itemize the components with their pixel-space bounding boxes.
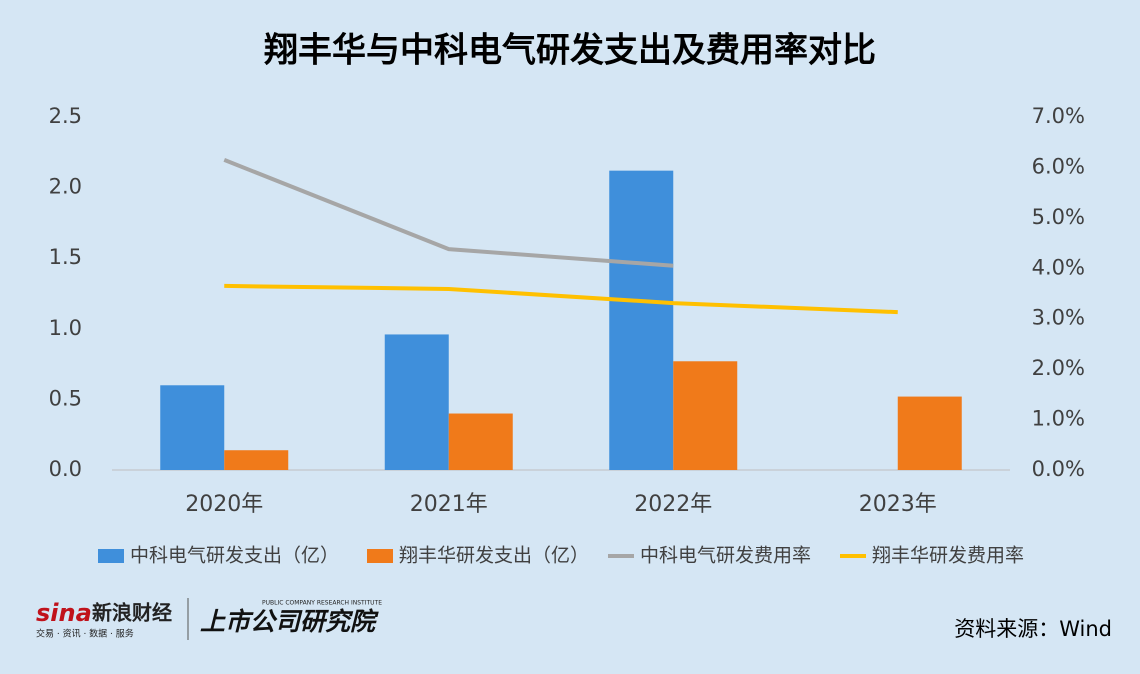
source: 资料来源：Wind: [954, 617, 1112, 641]
legend-swatch: [98, 549, 124, 563]
legend-label: 翔丰华研发支出（亿）: [399, 545, 589, 567]
y-tick-label: 1.0%: [1032, 407, 1085, 431]
y-tick-label: 0.5: [49, 386, 82, 410]
brand-sina-name: 新浪财经: [92, 601, 172, 625]
y-tick-label: 2.0%: [1032, 356, 1085, 380]
y-tick-label: 2.0: [49, 175, 82, 199]
y-tick-label: 3.0%: [1032, 306, 1085, 330]
y-tick-label: 5.0%: [1032, 205, 1085, 229]
x-tick-label: 2021年: [410, 492, 488, 517]
brand-sina: sina: [36, 599, 92, 627]
x-tick-label: 2023年: [859, 492, 937, 517]
y-tick-label: 7.0%: [1032, 104, 1085, 128]
bar: [224, 450, 289, 470]
bar: [160, 385, 225, 470]
y-tick-label: 1.0: [49, 316, 82, 340]
legend-label: 中科电气研发费用率: [640, 545, 811, 567]
y-tick-label: 1.5: [49, 245, 82, 269]
legend-label: 中科电气研发支出（亿）: [130, 545, 339, 567]
y-tick-label: 6.0%: [1032, 154, 1085, 178]
y-tick-label: 4.0%: [1032, 255, 1085, 279]
brand-institute-en: PUBLIC COMPANY RESEARCH INSTITUTE: [262, 600, 382, 607]
brand-tagline: 交易 · 资讯 · 数据 · 服务: [36, 628, 134, 640]
brand-institute: 上市公司研究院: [200, 607, 379, 636]
line: [224, 283, 898, 315]
legend-swatch: [367, 549, 393, 563]
bar: [897, 396, 962, 470]
line: [223, 158, 674, 268]
y-tick-label: 2.5: [49, 104, 82, 128]
bar: [673, 361, 738, 470]
x-tick-label: 2020年: [185, 492, 263, 517]
y-tick-label: 0.0: [49, 457, 82, 481]
footer-brand: sina 新浪财经 交易 · 资讯 · 数据 · 服务 PUBLIC COMPA…: [36, 598, 382, 640]
x-tick-label: 2022年: [634, 492, 712, 517]
y-tick-label: 0.0%: [1032, 457, 1085, 481]
legend-label: 翔丰华研发费用率: [872, 545, 1024, 567]
bar: [448, 413, 513, 470]
bar: [609, 170, 674, 470]
chart-title: 翔丰华与中科电气研发支出及费用率对比: [264, 31, 876, 71]
bar: [384, 334, 449, 470]
